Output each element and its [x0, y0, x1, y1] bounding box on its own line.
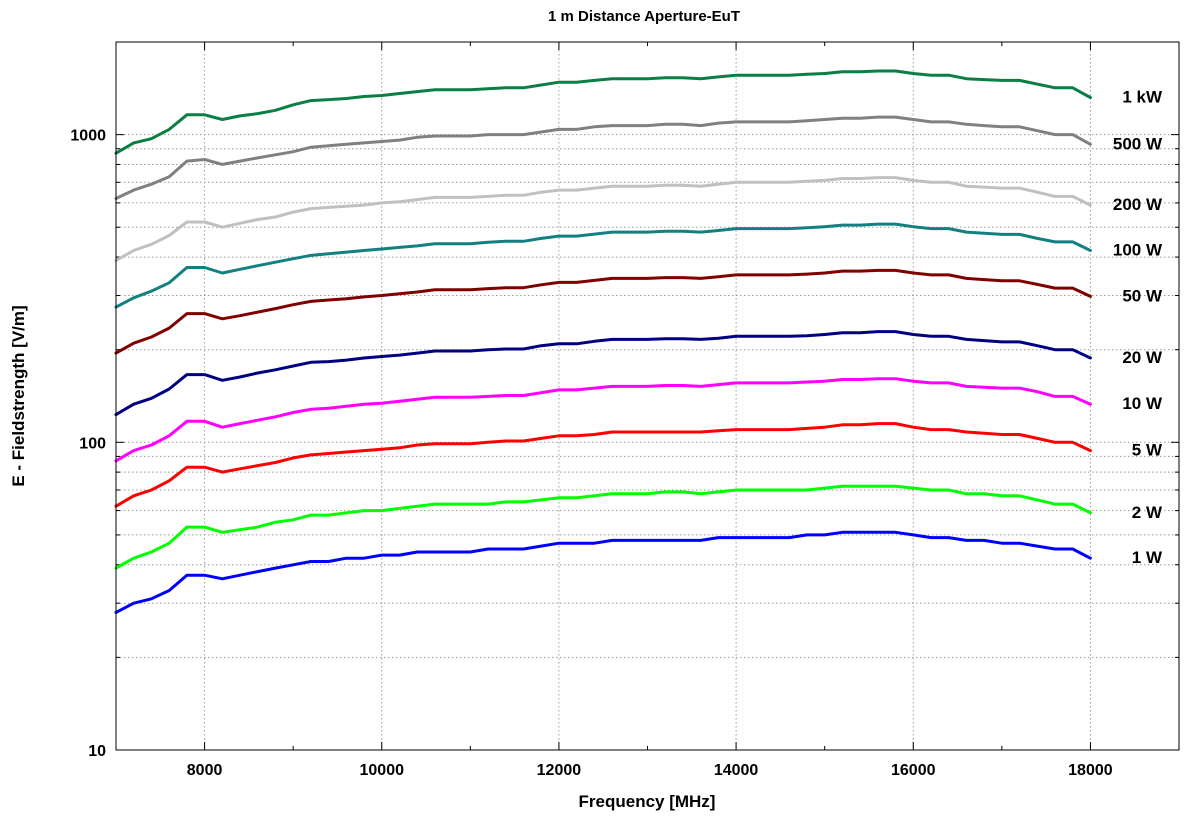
series-labels: 1 kW 500 W 200 W 100 W 50 W 20 W 10 W 5 W 2 W 1 W [1113, 88, 1163, 568]
x-tick-label: 8000 [187, 762, 223, 779]
y-tick-label: 10 [88, 743, 106, 760]
series-line [114, 69, 1092, 155]
x-tick-label: 18000 [1068, 762, 1113, 779]
series-label: 1 W [1132, 548, 1163, 567]
series-label: 20 W [1122, 348, 1163, 367]
series-line [114, 222, 1092, 309]
series-label: 1 kW [1122, 88, 1163, 107]
series-line [114, 330, 1092, 417]
series-label: 2 W [1132, 503, 1163, 522]
series-line [114, 115, 1092, 200]
series-label: 200 W [1113, 195, 1163, 214]
x-tick-label: 12000 [537, 762, 582, 779]
axis-ticks [116, 41, 1179, 751]
series-line [114, 484, 1092, 570]
series-line [114, 422, 1092, 508]
series-label: 100 W [1113, 241, 1163, 260]
series-label: 10 W [1122, 394, 1163, 413]
x-axis-label: Frequency [MHz] [579, 792, 716, 811]
x-tick-label: 16000 [891, 762, 936, 779]
series-line [114, 377, 1092, 463]
x-tick-label: 14000 [714, 762, 759, 779]
grid [116, 41, 1179, 750]
y-tick-labels: 10 100 1000 [70, 128, 106, 760]
series-line [114, 176, 1092, 262]
series-label: 5 W [1132, 441, 1163, 460]
x-tick-label: 10000 [360, 762, 405, 779]
x-tick-labels: 8000 10000 12000 14000 16000 18000 [187, 762, 1113, 779]
series-line [114, 268, 1092, 355]
y-tick-label: 100 [79, 435, 106, 452]
y-axis-label: E - Fieldstrength [V/m] [9, 305, 28, 486]
series-label: 500 W [1113, 134, 1163, 153]
y-tick-label: 1000 [70, 128, 106, 145]
series-label: 50 W [1122, 286, 1163, 305]
series-lines [114, 69, 1092, 614]
plot-frame [115, 41, 1180, 751]
chart-title: 1 m Distance Aperture-EuT [548, 8, 740, 25]
series-line [114, 530, 1092, 614]
